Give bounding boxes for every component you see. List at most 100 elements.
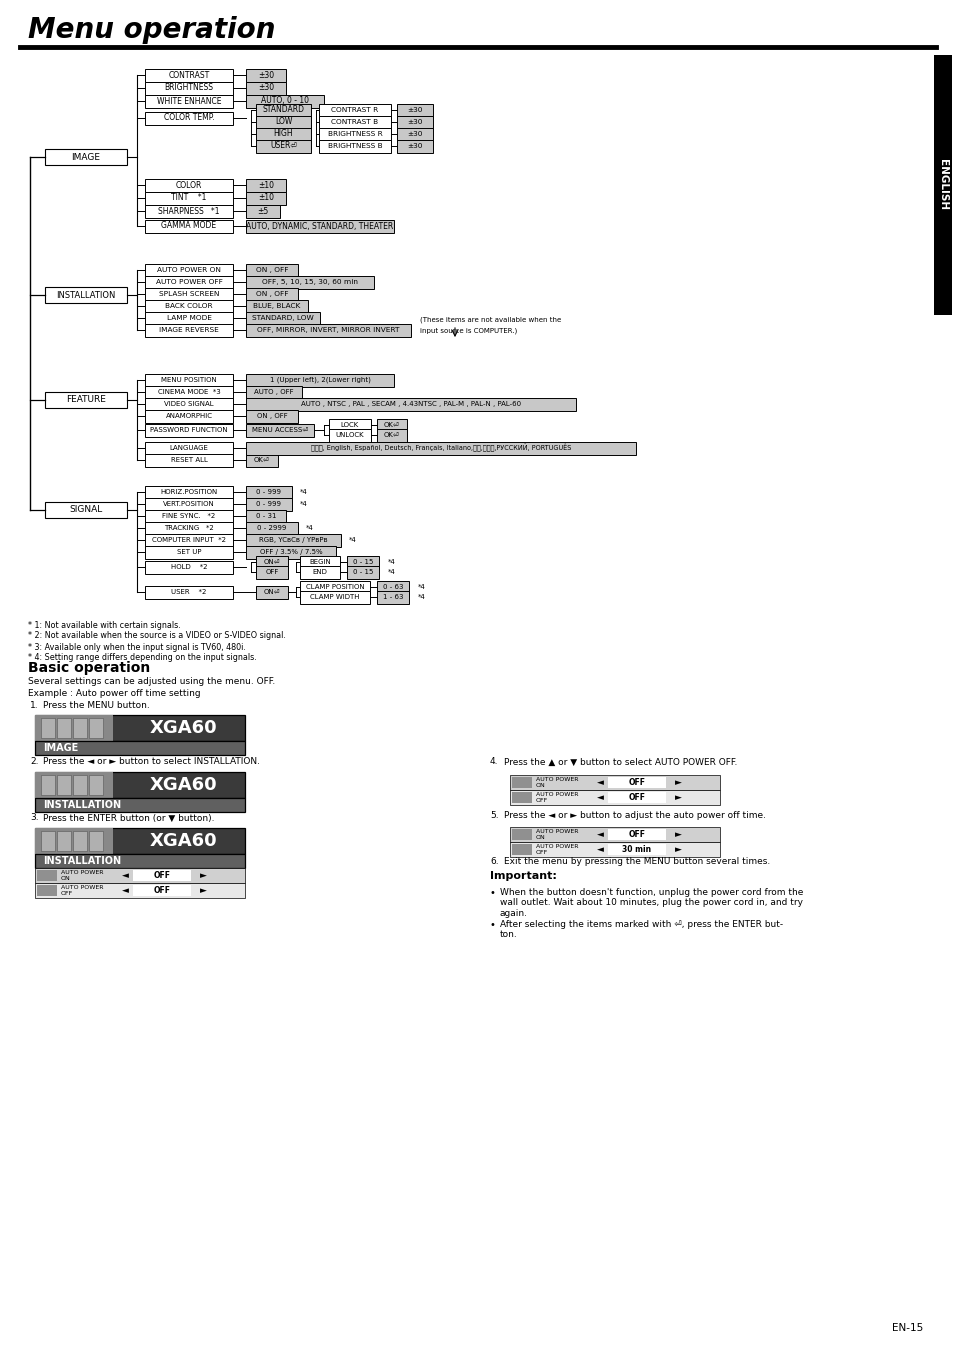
Bar <box>512 793 532 803</box>
Text: SPLASH SCREEN: SPLASH SCREEN <box>158 291 219 297</box>
Text: ±30: ±30 <box>257 84 274 93</box>
Text: Basic operation: Basic operation <box>28 661 150 675</box>
Text: 4.: 4. <box>490 758 498 767</box>
Text: Press the ◄ or ► button to select INSTALLATION.: Press the ◄ or ► button to select INSTAL… <box>43 758 260 767</box>
Text: ►: ► <box>199 886 206 895</box>
Text: 0 - 2999: 0 - 2999 <box>257 524 287 531</box>
Text: CLAMP WIDTH: CLAMP WIDTH <box>310 594 359 600</box>
Bar <box>512 829 532 840</box>
Bar <box>145 178 233 191</box>
Text: OFF / 3.5% / 7.5%: OFF / 3.5% / 7.5% <box>259 549 322 555</box>
Text: ►: ► <box>674 793 680 802</box>
Text: WHITE ENHANCE: WHITE ENHANCE <box>156 97 221 105</box>
Bar <box>246 287 297 301</box>
Text: LOCK: LOCK <box>340 422 358 429</box>
Text: Press the ◄ or ► button to adjust the auto power off time.: Press the ◄ or ► button to adjust the au… <box>503 810 765 820</box>
Bar <box>35 772 245 798</box>
Text: ON , OFF: ON , OFF <box>255 267 288 274</box>
Bar <box>145 442 233 454</box>
Text: OFF: OFF <box>628 793 645 802</box>
Bar <box>45 501 127 518</box>
Text: AUTO , OFF: AUTO , OFF <box>253 390 294 395</box>
Bar <box>145 410 233 422</box>
Bar <box>57 718 71 737</box>
Bar <box>132 886 191 896</box>
Text: AUTO, 0 - 10: AUTO, 0 - 10 <box>261 97 309 105</box>
Bar <box>145 191 233 205</box>
Text: INSTALLATION: INSTALLATION <box>43 799 121 810</box>
Bar <box>607 776 665 789</box>
Text: AUTO POWER ON: AUTO POWER ON <box>157 267 221 274</box>
Bar <box>145 275 233 288</box>
Text: After selecting the items marked with ⏎, press the ENTER but-
ton.: After selecting the items marked with ⏎,… <box>499 919 782 940</box>
Bar <box>145 485 233 499</box>
Bar <box>246 311 319 325</box>
Text: MENU ACCESS⏎: MENU ACCESS⏎ <box>252 427 308 433</box>
Text: 0 - 999: 0 - 999 <box>256 489 281 495</box>
Bar <box>45 287 127 303</box>
Text: OFF: OFF <box>153 886 171 895</box>
Text: •: • <box>490 888 496 898</box>
Text: ±10: ±10 <box>257 181 274 190</box>
Bar <box>73 718 87 737</box>
Text: RGB, YCвCв / YPвPв: RGB, YCвCв / YPвPв <box>259 537 328 543</box>
Bar <box>35 828 112 855</box>
Text: HORIZ.POSITION: HORIZ.POSITION <box>160 489 217 495</box>
Text: OK⏎: OK⏎ <box>384 422 399 429</box>
Bar <box>145 299 233 313</box>
Bar <box>145 534 233 546</box>
Bar <box>246 275 374 288</box>
Bar <box>145 510 233 523</box>
Text: ±30: ±30 <box>257 70 274 80</box>
Bar <box>318 104 391 116</box>
Text: * 4: Setting range differs depending on the input signals.: * 4: Setting range differs depending on … <box>28 654 256 662</box>
Bar <box>246 81 286 94</box>
Text: ENGLISH: ENGLISH <box>937 159 947 210</box>
Bar <box>145 311 233 325</box>
Text: BRIGHTNESS: BRIGHTNESS <box>164 84 213 93</box>
Bar <box>246 178 286 191</box>
Text: 0 - 15: 0 - 15 <box>353 569 373 576</box>
Bar <box>246 263 297 276</box>
Bar <box>376 581 409 593</box>
Bar <box>89 830 103 851</box>
Bar <box>89 775 103 795</box>
Bar <box>145 205 233 217</box>
Text: 0 - 63: 0 - 63 <box>382 584 403 590</box>
Text: •: • <box>490 919 496 930</box>
Text: INSTALLATION: INSTALLATION <box>43 856 121 865</box>
Text: LANGUAGE: LANGUAGE <box>170 445 208 452</box>
Bar <box>145 497 233 511</box>
Text: COLOR: COLOR <box>175 181 202 190</box>
Text: Exit the menu by pressing the MENU button several times.: Exit the menu by pressing the MENU butto… <box>503 857 769 867</box>
Bar <box>41 830 55 851</box>
Bar <box>510 775 720 790</box>
Text: 6.: 6. <box>490 857 498 867</box>
Bar <box>35 868 245 883</box>
Text: 1.: 1. <box>30 701 38 709</box>
Bar <box>57 775 71 795</box>
Text: ANAMORPHIC: ANAMORPHIC <box>165 412 213 419</box>
Bar <box>145 69 233 81</box>
Text: AUTO POWER
ON: AUTO POWER ON <box>61 869 103 880</box>
Text: VERT.POSITION: VERT.POSITION <box>163 501 214 507</box>
Text: IMAGE: IMAGE <box>43 743 78 754</box>
Text: CONTRAST: CONTRAST <box>168 70 210 80</box>
Text: LOW: LOW <box>274 117 292 127</box>
Bar <box>35 741 245 755</box>
Text: ►: ► <box>674 830 680 838</box>
Text: (These items are not available when the: (These items are not available when the <box>419 317 560 324</box>
Text: ◄: ◄ <box>596 845 603 855</box>
Text: Several settings can be adjusted using the menu. OFF.: Several settings can be adjusted using t… <box>28 678 275 686</box>
Bar <box>246 442 636 454</box>
Text: ON⏎: ON⏎ <box>263 589 280 594</box>
Bar <box>255 116 311 128</box>
Text: OFF, MIRROR, INVERT, MIRROR INVERT: OFF, MIRROR, INVERT, MIRROR INVERT <box>257 328 399 333</box>
Text: COLOR TEMP.: COLOR TEMP. <box>164 113 214 123</box>
Text: Press the MENU button.: Press the MENU button. <box>43 701 150 709</box>
Bar <box>145 263 233 276</box>
Bar <box>246 373 394 387</box>
Bar <box>512 844 532 855</box>
Bar <box>37 886 57 896</box>
Text: *4: *4 <box>417 594 425 600</box>
